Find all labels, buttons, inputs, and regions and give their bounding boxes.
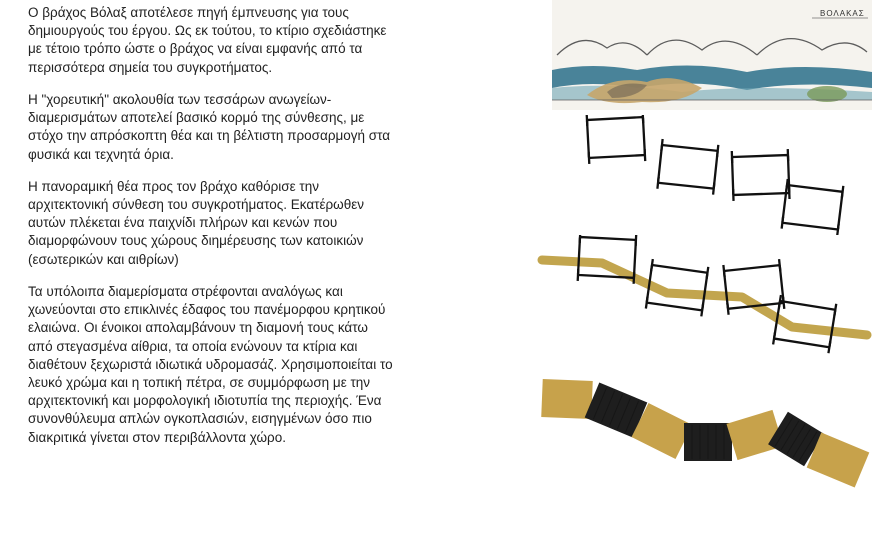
- paragraph-1: Ο βράχος Βόλαξ αποτέλεσε πηγή έμπνευσης …: [28, 4, 394, 77]
- landscape-svg: ΒΟΛΑΚΑΣ: [552, 0, 872, 110]
- landscape-label: ΒΟΛΑΚΑΣ: [820, 9, 865, 18]
- paragraph-2: Η "χορευτική" ακολουθία των τεσσάρων ανω…: [28, 91, 394, 164]
- paragraph-3: Η πανοραμική θέα προς τον βράχο καθόρισε…: [28, 178, 394, 269]
- diagram-b-boxes-path: [532, 235, 872, 370]
- page-root: Ο βράχος Βόλαξ αποτέλεσε πηγή έμπνευσης …: [0, 0, 882, 542]
- diagram-c-band: [532, 370, 872, 500]
- text-column: Ο βράχος Βόλαξ αποτέλεσε πηγή έμπνευσης …: [0, 0, 406, 542]
- landscape-sketch: ΒΟΛΑΚΑΣ: [552, 0, 872, 110]
- graphics-column: ΒΟΛΑΚΑΣ: [406, 0, 882, 542]
- diagram-a-boxes: [532, 115, 872, 235]
- diagram-stack: [532, 115, 872, 500]
- paragraph-4: Τα υπόλοιπα διαμερίσματα στρέφονται αναλ…: [28, 283, 394, 447]
